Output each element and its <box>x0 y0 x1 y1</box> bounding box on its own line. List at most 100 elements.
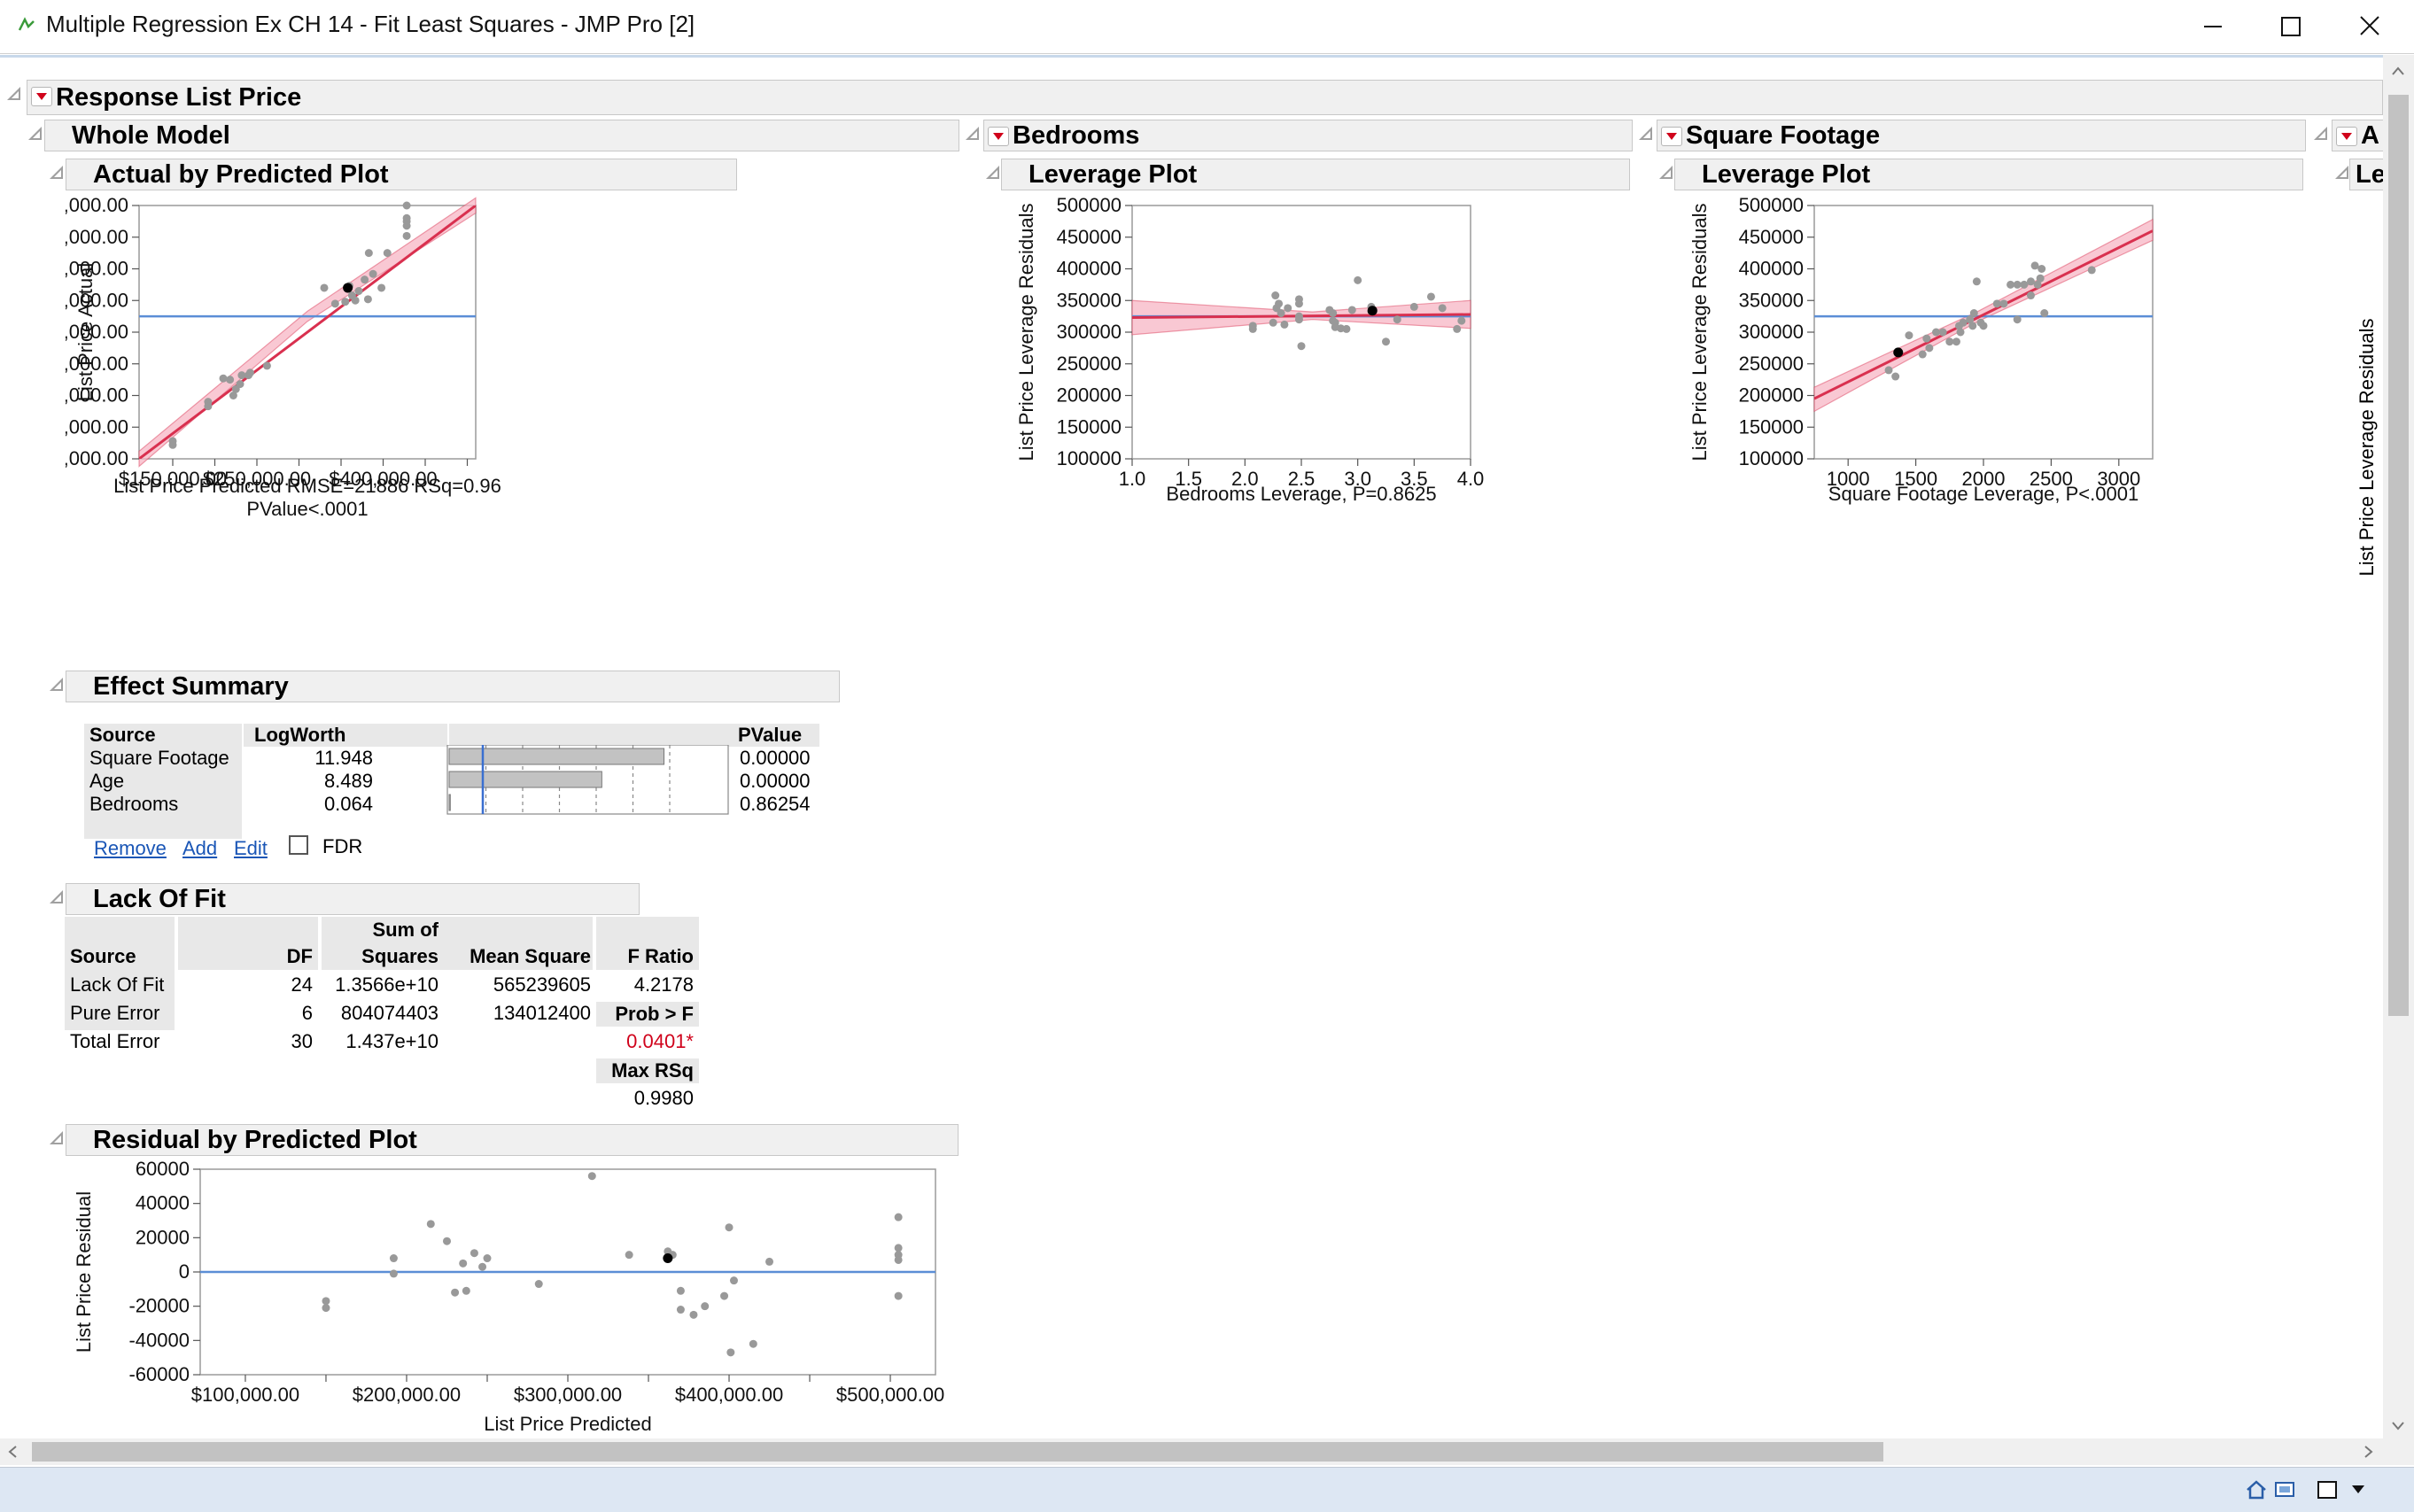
disclosure-icon[interactable] <box>966 127 979 140</box>
disclosure-icon[interactable] <box>986 166 999 179</box>
data-point <box>1277 309 1285 318</box>
actual-by-predicted-plot[interactable]: $100,000.00$150,000.00$200,000.00$250,00… <box>66 195 739 709</box>
bedrooms-title: Bedrooms <box>1013 121 1140 150</box>
response-header[interactable]: Response List Price <box>27 80 2383 115</box>
disclosure-icon[interactable] <box>2314 127 2327 140</box>
y-tick-label: $100,000.00 <box>66 447 128 469</box>
age-leverage-title: Le <box>2356 160 2383 189</box>
whole-model-header[interactable]: Whole Model <box>44 120 959 151</box>
x-axis-label-line2: PValue<.0001 <box>246 498 368 520</box>
actual-by-predicted-title: Actual by Predicted Plot <box>93 160 389 189</box>
data-point <box>1959 318 1968 327</box>
residual-by-predicted-header[interactable]: Residual by Predicted Plot <box>66 1124 959 1156</box>
disclosure-icon[interactable] <box>50 890 63 903</box>
actual-by-predicted-header[interactable]: Actual by Predicted Plot <box>66 159 737 190</box>
lof-ss-header-2: Squares <box>361 945 439 967</box>
data-point <box>1382 337 1390 346</box>
plot-frame <box>1813 205 2154 460</box>
disclosure-icon[interactable] <box>1639 127 1652 140</box>
lof-df-header: DF <box>286 945 313 967</box>
data-point <box>726 1348 735 1357</box>
close-button[interactable] <box>2330 0 2410 53</box>
y-tick-label: 300000 <box>1057 321 1122 343</box>
bedrooms-leverage-plot[interactable]: 100000 150000 200000 250000 300000 350000 4000… <box>1001 195 1639 691</box>
disclosure-icon[interactable] <box>1659 166 1673 179</box>
x-tick-label: 3000 <box>2097 468 2140 490</box>
data-point <box>625 1251 633 1260</box>
data-point <box>369 269 377 278</box>
vertical-scrollbar[interactable] <box>2383 55 2414 1465</box>
lof-ss-header-1: Sum of <box>372 919 439 941</box>
response-title: Response List Price <box>56 83 302 112</box>
sqft-leverage-plot[interactable]: 100000 150000 200000 250000 300000 350000 4000… <box>1674 195 2321 691</box>
lack-of-fit-header[interactable]: Lack Of Fit <box>66 883 640 915</box>
red-triangle-menu-icon[interactable] <box>988 127 1009 146</box>
disclosure-icon[interactable] <box>28 127 42 140</box>
data-point <box>676 1286 685 1295</box>
data-point <box>1409 302 1418 311</box>
maximize-button[interactable] <box>2250 0 2330 53</box>
age-leverage-header[interactable]: Le <box>2349 159 2383 190</box>
red-triangle-menu-icon[interactable] <box>2336 127 2357 146</box>
data-point <box>245 368 254 377</box>
x-axis-label: List Price Predicted <box>484 1413 652 1435</box>
y-tick-label: 200000 <box>1057 384 1122 407</box>
data-point <box>1329 309 1338 318</box>
lof-df: 24 <box>291 973 313 996</box>
home-icon[interactable] <box>2245 1478 2268 1501</box>
data-point <box>402 221 411 230</box>
data-point <box>1932 328 1941 337</box>
effect-summary-title: Effect Summary <box>93 672 289 701</box>
data-point <box>894 1255 903 1264</box>
source-column-bg <box>84 724 242 839</box>
horizontal-scrollbar[interactable] <box>0 1438 2383 1465</box>
vertical-scroll-thumb[interactable] <box>2388 95 2409 1016</box>
disclosure-icon[interactable] <box>50 678 63 691</box>
window-list-icon[interactable] <box>2273 1478 2296 1501</box>
x-tick-label: 2500 <box>2030 468 2073 490</box>
remove-link[interactable]: Remove <box>94 837 167 859</box>
y-tick-label: 450000 <box>1057 226 1122 248</box>
disclosure-icon[interactable] <box>50 1131 63 1144</box>
scroll-down-icon[interactable] <box>2390 1417 2406 1433</box>
scroll-up-icon[interactable] <box>2390 64 2406 80</box>
data-point <box>1280 320 1289 329</box>
edit-link[interactable]: Edit <box>234 837 268 859</box>
scroll-left-icon[interactable] <box>5 1444 21 1460</box>
es-logworth: 11.948 <box>314 747 373 769</box>
disclosure-icon[interactable] <box>2335 166 2348 179</box>
fdr-checkbox[interactable] <box>289 835 308 855</box>
y-tick-label: 200000 <box>1739 384 1804 407</box>
horizontal-scroll-thumb[interactable] <box>32 1442 1883 1462</box>
residual-by-predicted-plot[interactable]: -60000 -40000 -20000 0 20000 40000 60000 $100,0… <box>66 1160 978 1441</box>
data-point <box>894 1244 903 1252</box>
red-triangle-menu-icon[interactable] <box>1661 127 1682 146</box>
residual-by-predicted-title: Residual by Predicted Plot <box>93 1126 417 1154</box>
lack-of-fit-title: Lack Of Fit <box>93 885 226 913</box>
bedrooms-leverage-header[interactable]: Leverage Plot <box>1001 159 1630 190</box>
lof-maxrsq-value: 0.9980 <box>633 1087 694 1109</box>
effect-summary-header[interactable]: Effect Summary <box>66 671 840 702</box>
red-triangle-menu-icon[interactable] <box>31 87 52 106</box>
scroll-right-icon[interactable] <box>2360 1444 2376 1460</box>
square-footage-header[interactable]: Square Footage <box>1657 120 2306 151</box>
y-tick-label: 0 <box>179 1260 190 1283</box>
lof-h-bg <box>596 917 699 970</box>
dropdown-arrow-icon[interactable] <box>2349 1480 2367 1498</box>
square-icon[interactable] <box>2316 1478 2339 1501</box>
sqft-leverage-header[interactable]: Leverage Plot <box>1674 159 2303 190</box>
minimize-button[interactable] <box>2170 0 2250 53</box>
add-link[interactable]: Add <box>182 837 218 859</box>
bedrooms-header[interactable]: Bedrooms <box>983 120 1633 151</box>
disclosure-icon[interactable] <box>50 166 63 179</box>
lof-prob-header-bg <box>596 1002 699 1027</box>
x-tick-label: 1.5 <box>1175 468 1202 490</box>
disclosure-icon[interactable] <box>7 87 20 100</box>
x-tick-label: 1500 <box>1894 468 1937 490</box>
y-tick-label: 150000 <box>1739 415 1804 438</box>
data-point <box>2026 291 2035 300</box>
data-point <box>363 295 372 304</box>
plot-frame <box>1131 205 1471 460</box>
age-header[interactable]: A <box>2332 120 2383 151</box>
age-leverage-plot-partial: List Price Leverage Residuals <box>2356 318 2378 576</box>
